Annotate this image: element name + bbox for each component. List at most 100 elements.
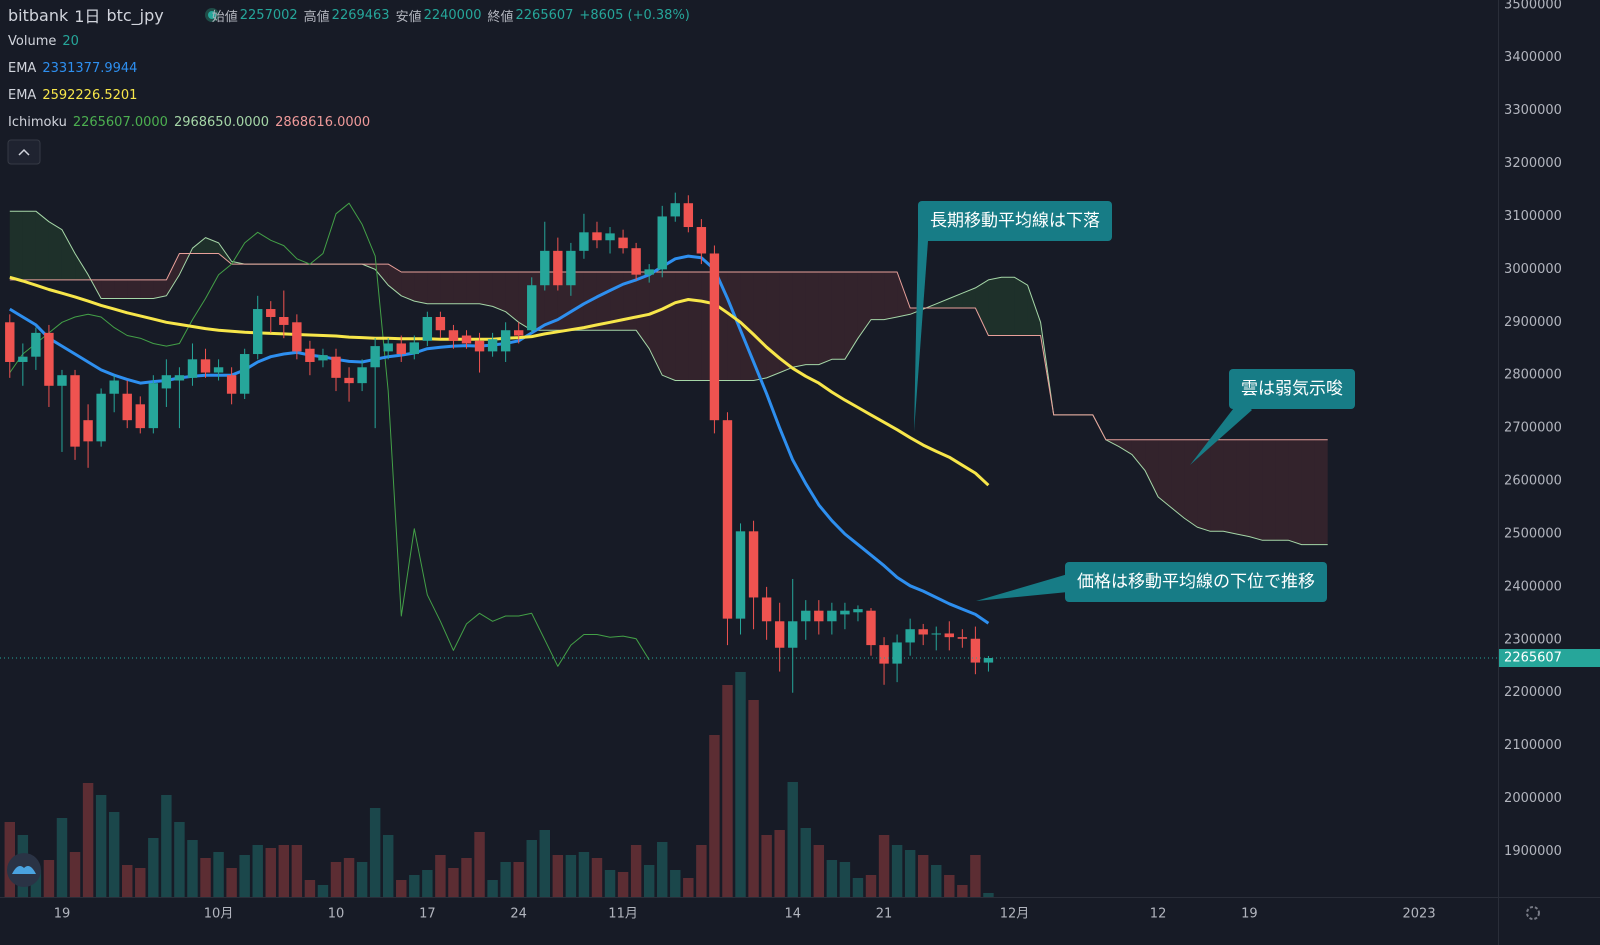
y-tick-label: 2000000	[1504, 791, 1562, 806]
y-tick-label: 2200000	[1504, 685, 1562, 700]
ohlc-label: 安値	[395, 9, 422, 25]
candle-body	[709, 253, 720, 421]
volume-bar	[356, 862, 368, 897]
volume-bar	[409, 875, 420, 897]
candle-body	[161, 375, 172, 389]
candle-body	[370, 346, 380, 368]
cloud-segment	[427, 272, 441, 304]
cloud-segment	[127, 279, 141, 299]
y-tick-label: 3100000	[1504, 209, 1562, 224]
legend-value: 2868616.0000	[275, 115, 371, 130]
candle-body	[983, 658, 994, 663]
candle-body	[970, 638, 981, 663]
span-a-line	[9, 210, 1328, 546]
cloud-segment	[596, 272, 611, 331]
cloud-segment	[492, 272, 506, 312]
candle-body	[814, 610, 824, 622]
y-tick-label: 2300000	[1504, 632, 1562, 647]
volume-bar	[487, 880, 498, 897]
candle-body	[605, 233, 615, 241]
candle-body	[553, 250, 563, 286]
volume-bar	[82, 783, 94, 897]
cloud-segment	[1275, 439, 1289, 541]
volume-bar	[670, 870, 681, 897]
collapse-button[interactable]	[7, 139, 41, 165]
candle-body	[44, 332, 54, 386]
candle-body	[148, 383, 159, 429]
cloud-segment	[375, 264, 389, 286]
volume-bar	[4, 822, 16, 897]
cloud-segment	[936, 298, 950, 308]
candle-body	[253, 309, 263, 355]
cloud-segment	[1131, 439, 1146, 471]
cloud-segment	[975, 279, 989, 336]
volume-bar	[944, 875, 955, 897]
cloud-segment	[818, 272, 832, 365]
x-tick-label: 19	[54, 907, 71, 922]
cloud-segment	[675, 272, 689, 381]
candle-body	[266, 309, 276, 317]
cloud-segment	[1027, 285, 1041, 336]
ema-line	[9, 254, 990, 625]
volume-bar	[200, 858, 211, 897]
volume-bar	[304, 880, 316, 897]
candle-body	[722, 420, 733, 619]
volume-bar	[122, 865, 133, 897]
candle-body	[174, 375, 185, 381]
ohlc-label: 高値	[303, 9, 330, 25]
last-price-tag	[1499, 649, 1600, 668]
volume-bar	[826, 860, 838, 897]
candle-body	[331, 356, 341, 378]
cloud-segment	[962, 287, 976, 308]
cloud-segment	[649, 272, 663, 376]
volume-bar	[252, 845, 263, 897]
cloud-segment	[766, 272, 780, 378]
candle-body	[540, 250, 550, 286]
candle-body	[761, 597, 772, 622]
volume-bar	[161, 795, 172, 897]
x-tick-label: 2023	[1403, 907, 1436, 922]
x-tick-label: 17	[419, 907, 436, 922]
candle-body	[318, 355, 328, 361]
candle-body	[474, 340, 485, 352]
cloud-segment	[988, 277, 1002, 336]
volume-bar	[135, 868, 146, 897]
candle-body	[292, 322, 302, 352]
cloud-segment	[1184, 439, 1198, 528]
pair: btc_jpy	[106, 5, 164, 25]
candle-body	[409, 342, 419, 355]
chevron-icon	[18, 148, 30, 156]
volume-bar	[800, 828, 811, 897]
cloud-segment	[1158, 439, 1172, 508]
change: +8605 (+0.38%)	[579, 7, 690, 23]
cloud-segment	[48, 221, 62, 280]
cloud-segment	[831, 272, 845, 360]
volume-bar	[970, 855, 981, 897]
x-tick-label: 12月	[1000, 907, 1030, 922]
candle-body	[931, 633, 941, 635]
volume-bar	[852, 878, 864, 897]
volume-bar	[291, 845, 303, 897]
y-tick-label: 2900000	[1504, 315, 1562, 330]
cloud-segment	[153, 279, 167, 299]
settings-icon[interactable]	[1526, 906, 1540, 920]
annotation: 雲は弱気示唆	[1229, 369, 1355, 409]
ema-line	[9, 275, 990, 487]
volume-bar	[761, 835, 772, 897]
cloud-segment	[570, 272, 584, 331]
ohlc-value: 2269463	[331, 7, 390, 23]
volume-bar	[917, 855, 929, 897]
cloud-segment	[1145, 439, 1159, 497]
volume-bar	[382, 835, 394, 897]
candle-body	[96, 393, 106, 442]
interval[interactable]: 1日	[74, 7, 101, 26]
axes: 3500000 3400000 3300000 3200000 3100000 30000…	[54, 0, 1600, 922]
candle-body	[435, 316, 446, 331]
candle-body	[788, 621, 798, 648]
cloud-segment	[61, 229, 76, 280]
candle-body	[827, 610, 837, 622]
legend-value: 2331377.9944	[42, 61, 138, 76]
candle-body	[187, 359, 198, 378]
volume-bar	[604, 870, 616, 897]
